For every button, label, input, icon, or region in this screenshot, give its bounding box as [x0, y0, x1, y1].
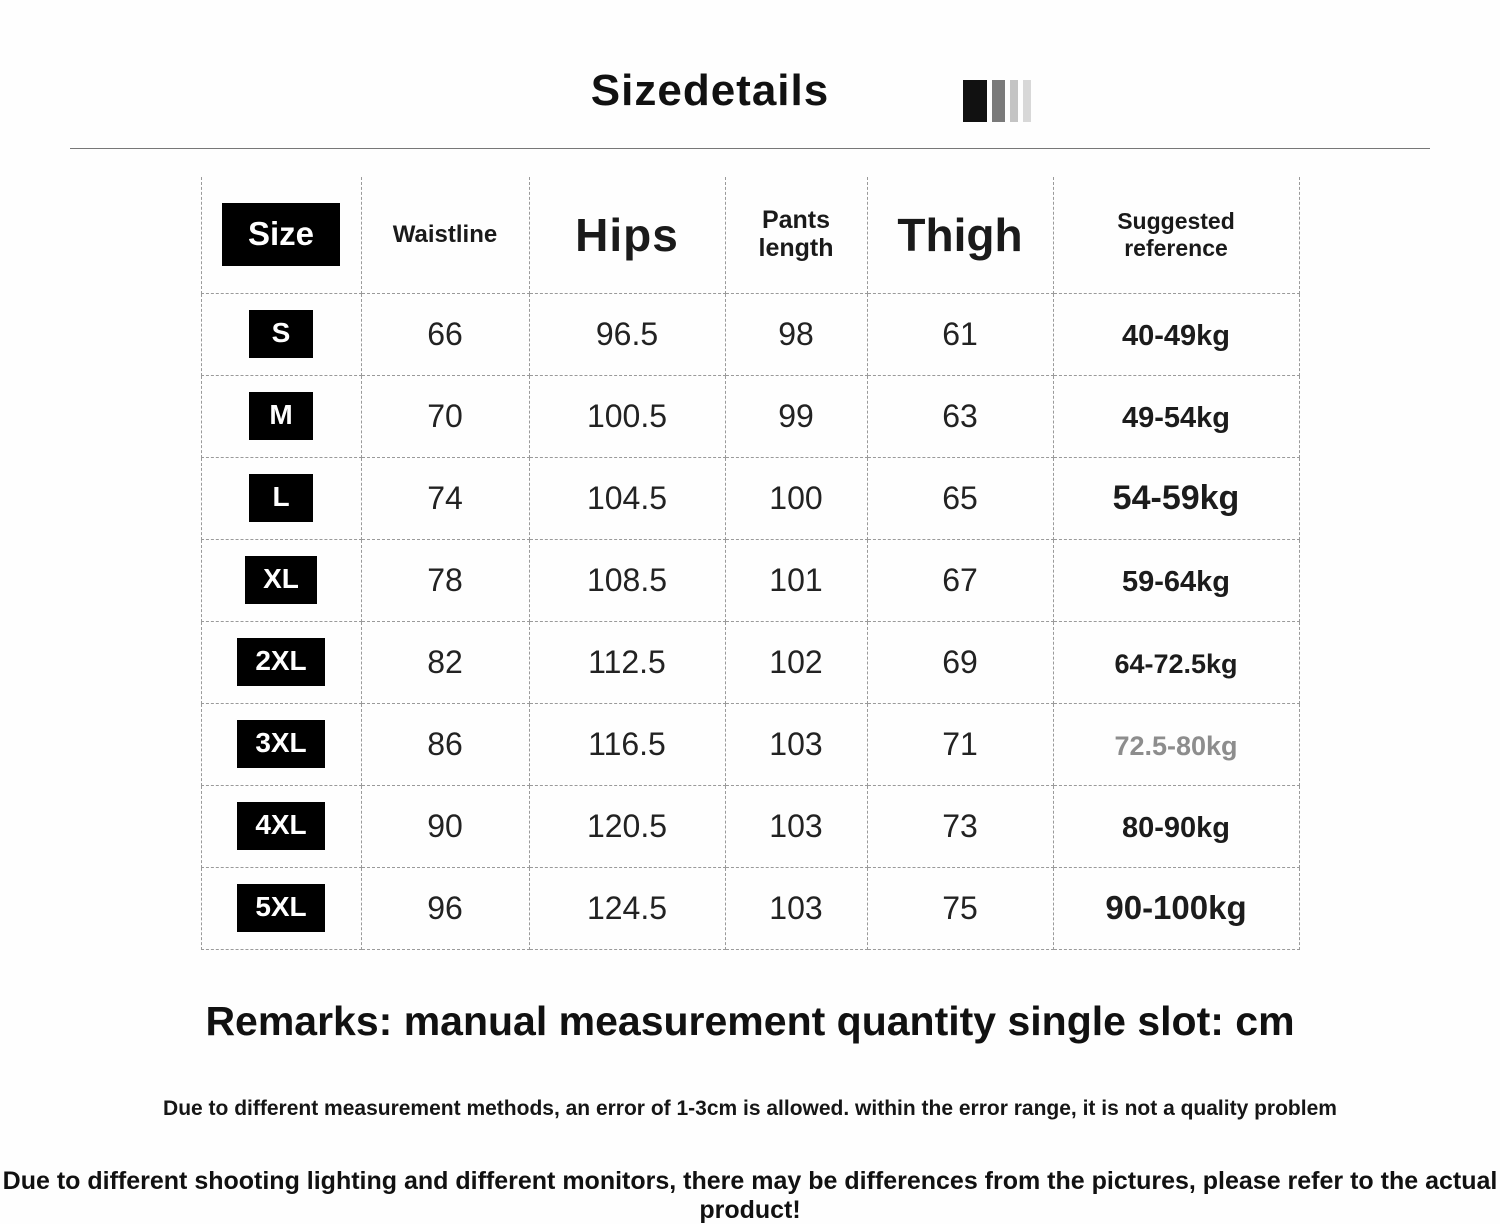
cell-thigh: 71 — [867, 703, 1054, 786]
cell-suggested: 90-100kg — [1053, 867, 1300, 950]
cell-thigh: 67 — [867, 539, 1054, 622]
cell-suggested: 40-49kg — [1053, 293, 1300, 376]
header-hips: Hips — [529, 177, 726, 294]
cell-waistline: 70 — [361, 375, 530, 458]
cell-pants-length: 100 — [725, 457, 868, 540]
size-badge: M — [249, 392, 313, 440]
size-badge: 2XL — [237, 638, 325, 686]
size-row-m: M 70 100.5 99 63 49-54kg — [200, 375, 1300, 458]
cell-hips: 104.5 — [529, 457, 726, 540]
cell-pants-length: 98 — [725, 293, 868, 376]
cell-waistline: 74 — [361, 457, 530, 540]
cell-size: S — [200, 293, 362, 376]
cell-thigh: 75 — [867, 867, 1054, 950]
cell-hips: 116.5 — [529, 703, 726, 786]
cell-waistline: 82 — [361, 621, 530, 704]
header-waistline: Waistline — [361, 177, 530, 294]
cell-suggested: 80-90kg — [1053, 785, 1300, 868]
cell-hips: 124.5 — [529, 867, 726, 950]
header: Sizedetails — [0, 66, 1500, 136]
size-row-xl: XL 78 108.5 101 67 59-64kg — [200, 539, 1300, 622]
size-header-badge: Size — [221, 203, 341, 267]
cell-hips: 120.5 — [529, 785, 726, 868]
cell-thigh: 69 — [867, 621, 1054, 704]
cell-thigh: 73 — [867, 785, 1054, 868]
cell-size: 2XL — [200, 621, 362, 704]
cell-size: 4XL — [200, 785, 362, 868]
size-row-3xl: 3XL 86 116.5 103 71 72.5-80kg — [200, 703, 1300, 786]
cell-suggested: 49-54kg — [1053, 375, 1300, 458]
cell-size: M — [200, 375, 362, 458]
header-thigh: Thigh — [867, 177, 1054, 294]
size-row-s: S 66 96.5 98 61 40-49kg — [200, 293, 1300, 376]
cell-size: L — [200, 457, 362, 540]
cell-suggested: 72.5-80kg — [1053, 703, 1300, 786]
size-badge: 5XL — [237, 884, 325, 932]
size-badge: 3XL — [237, 720, 325, 768]
remarks-text: Remarks: manual measurement quantity sin… — [205, 997, 1295, 1044]
size-badge: L — [249, 474, 313, 522]
cell-pants-length: 101 — [725, 539, 868, 622]
measurement-note: Due to different measurement methods, an… — [163, 1096, 1337, 1120]
page-title: Sizedetails — [590, 66, 830, 115]
cell-suggested: 59-64kg — [1053, 539, 1300, 622]
cell-suggested: 64-72.5kg — [1053, 621, 1300, 704]
cell-pants-length: 103 — [725, 703, 868, 786]
cell-pants-length: 102 — [725, 621, 868, 704]
cell-thigh: 63 — [867, 375, 1054, 458]
size-badge: XL — [245, 556, 317, 604]
cell-size: 5XL — [200, 867, 362, 950]
cell-size: 3XL — [200, 703, 362, 786]
cell-thigh: 65 — [867, 457, 1054, 540]
cell-hips: 108.5 — [529, 539, 726, 622]
size-badge: 4XL — [237, 802, 325, 850]
cell-waistline: 86 — [361, 703, 530, 786]
cell-pants-length: 103 — [725, 867, 868, 950]
cell-hips: 100.5 — [529, 375, 726, 458]
title-divider — [70, 148, 1430, 149]
cell-waistline: 90 — [361, 785, 530, 868]
size-row-2xl: 2XL 82 112.5 102 69 64-72.5kg — [200, 621, 1300, 704]
size-badge: S — [249, 310, 313, 358]
size-row-5xl: 5XL 96 124.5 103 75 90-100kg — [200, 867, 1300, 950]
size-row-l: L 74 104.5 100 65 54-59kg — [200, 457, 1300, 540]
cell-waistline: 66 — [361, 293, 530, 376]
cell-pants-length: 99 — [725, 375, 868, 458]
cell-size: XL — [200, 539, 362, 622]
header-pants-length: Pants length — [725, 177, 868, 294]
cell-waistline: 96 — [361, 867, 530, 950]
cell-hips: 96.5 — [529, 293, 726, 376]
lighting-note: Due to different shooting lighting and d… — [2, 1166, 1498, 1224]
header-size: Size — [200, 177, 362, 294]
color-bars-icon — [963, 80, 1031, 122]
cell-suggested: 54-59kg — [1053, 457, 1300, 540]
cell-waistline: 78 — [361, 539, 530, 622]
size-row-4xl: 4XL 90 120.5 103 73 80-90kg — [200, 785, 1300, 868]
table-header-row: Size Waistline Hips Pants length Thigh S… — [200, 177, 1300, 294]
size-table: Size Waistline Hips Pants length Thigh S… — [200, 177, 1300, 950]
cell-hips: 112.5 — [529, 621, 726, 704]
header-suggested-reference: Suggested reference — [1053, 177, 1300, 294]
cell-thigh: 61 — [867, 293, 1054, 376]
cell-pants-length: 103 — [725, 785, 868, 868]
